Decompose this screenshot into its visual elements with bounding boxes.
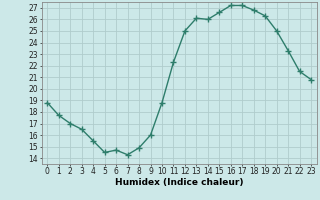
X-axis label: Humidex (Indice chaleur): Humidex (Indice chaleur) <box>115 178 244 187</box>
